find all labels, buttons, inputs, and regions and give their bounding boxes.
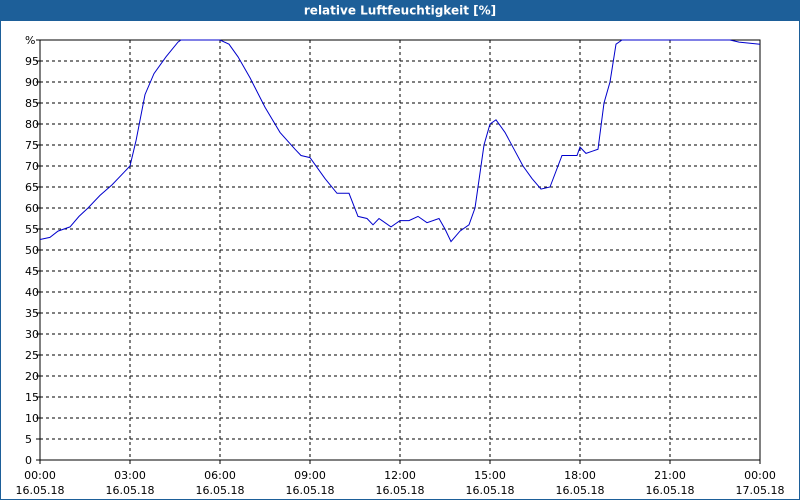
- x-tick-label: 00:00: [744, 469, 776, 482]
- x-tick-date: 16.05.18: [196, 484, 245, 497]
- x-tick-label: 03:00: [114, 469, 146, 482]
- x-tick-label: 00:00: [24, 469, 56, 482]
- y-tick-label: 0: [25, 454, 32, 467]
- y-tick-label: 60: [25, 202, 39, 215]
- y-tick-label: 50: [25, 244, 39, 257]
- y-tick-label: 20: [25, 370, 39, 383]
- y-tick-label: 85: [25, 97, 39, 110]
- plot-border: [39, 39, 761, 461]
- y-tick-label: %: [25, 34, 35, 47]
- data-line: [39, 39, 761, 243]
- y-tick-label: 75: [25, 139, 39, 152]
- x-tick-date: 16.05.18: [556, 484, 605, 497]
- x-tick-date: 16.05.18: [106, 484, 155, 497]
- x-tick-date: 16.05.18: [376, 484, 425, 497]
- x-tick-date: 16.05.18: [646, 484, 695, 497]
- y-tick-label: 10: [25, 412, 39, 425]
- y-tick-label: 35: [25, 307, 39, 320]
- y-tick-label: 55: [25, 223, 39, 236]
- x-tick-date: 16.05.18: [286, 484, 335, 497]
- y-tick-label: 40: [25, 286, 39, 299]
- x-tick-label: 09:00: [294, 469, 326, 482]
- x-tick-label: 12:00: [384, 469, 416, 482]
- x-tick-label: 21:00: [654, 469, 686, 482]
- y-tick-label: 30: [25, 328, 39, 341]
- x-tick-date: 17.05.18: [736, 484, 785, 497]
- x-tick-label: 06:00: [204, 469, 236, 482]
- y-tick-label: 70: [25, 160, 39, 173]
- x-tick-label: 15:00: [474, 469, 506, 482]
- y-tick-label: 25: [25, 349, 39, 362]
- y-tick-label: 80: [25, 118, 39, 131]
- title-bar: [0, 0, 800, 20]
- y-tick-label: 65: [25, 181, 39, 194]
- y-tick-label: 95: [25, 55, 39, 68]
- x-tick-date: 16.05.18: [466, 484, 515, 497]
- x-tick-date: 16.05.18: [16, 484, 65, 497]
- y-tick-label: 45: [25, 265, 39, 278]
- y-tick-label: 15: [25, 391, 39, 404]
- x-tick-label: 18:00: [564, 469, 596, 482]
- y-tick-label: 90: [25, 76, 39, 89]
- chart-title: relative Luftfeuchtigkeit [%]: [304, 4, 496, 18]
- y-tick-label: 5: [25, 433, 32, 446]
